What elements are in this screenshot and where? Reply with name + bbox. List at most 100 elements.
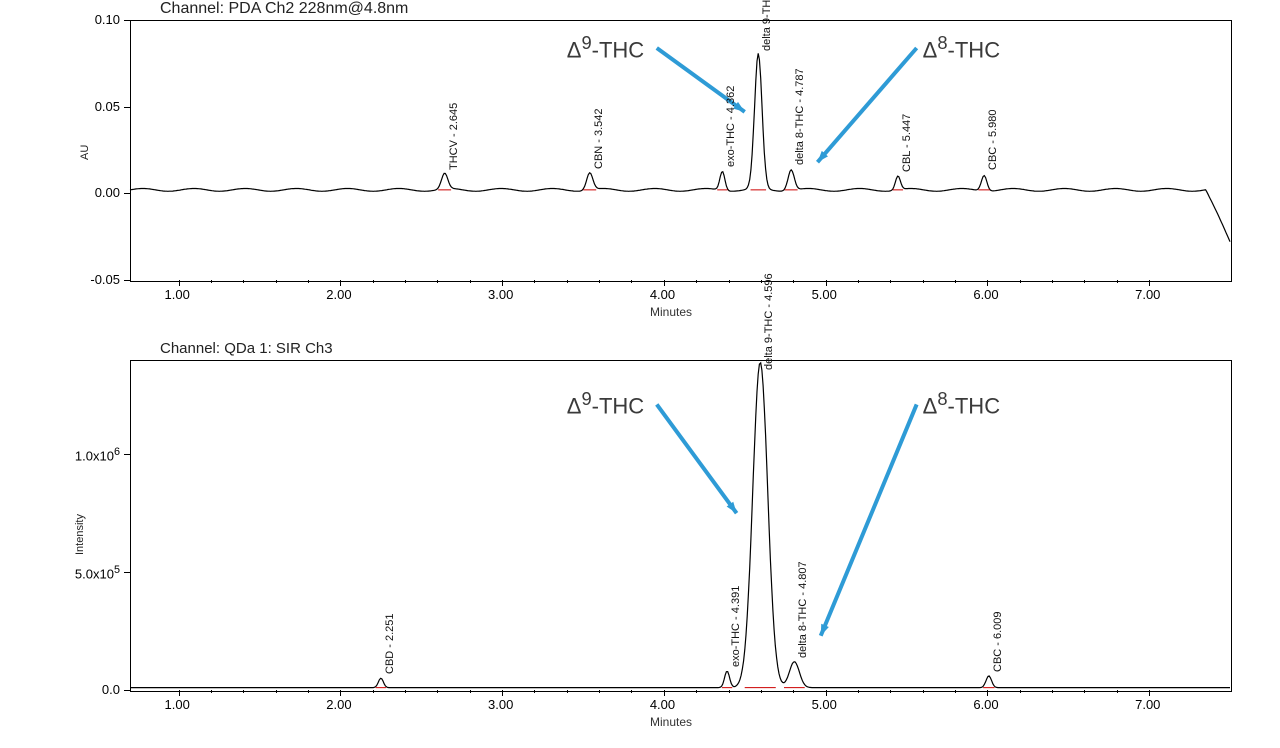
- x-tick-label: 1.00: [165, 287, 190, 302]
- y-tick-label: 0.0: [60, 682, 120, 697]
- x-minor-tick: [211, 280, 212, 283]
- x-minor-tick: [534, 690, 535, 693]
- peak-label: exo-THC - 4.391: [730, 586, 742, 667]
- x-minor-tick: [599, 280, 600, 283]
- x-minor-tick: [276, 280, 277, 283]
- x-minor-tick: [696, 280, 697, 283]
- x-minor-tick: [1084, 690, 1085, 693]
- thc-annotation: Δ9-THC: [567, 388, 644, 419]
- y-tick: [124, 107, 130, 108]
- peak-label: delta 9-THC - 4.584: [761, 0, 773, 51]
- x-tick-label: 3.00: [488, 287, 513, 302]
- x-tick: [502, 280, 503, 286]
- x-minor-tick: [761, 280, 762, 283]
- peak-label: THCV - 2.645: [448, 103, 460, 170]
- x-tick: [340, 690, 341, 696]
- y-tick: [124, 193, 130, 194]
- peak-label: CBN - 3.542: [593, 108, 605, 169]
- x-minor-tick: [955, 280, 956, 283]
- x-minor-tick: [308, 280, 309, 283]
- x-tick: [1149, 280, 1150, 286]
- x-tick-label: 6.00: [973, 287, 998, 302]
- x-tick: [502, 690, 503, 696]
- x-tick-label: 1.00: [165, 697, 190, 712]
- x-minor-tick: [858, 690, 859, 693]
- x-tick: [179, 690, 180, 696]
- peak-label: CBD - 2.251: [384, 614, 396, 675]
- y-tick-label: 1.0x106: [60, 446, 120, 463]
- x-minor-tick: [437, 280, 438, 283]
- y-tick-label: 0.00: [80, 185, 120, 200]
- x-minor-tick: [599, 690, 600, 693]
- thc-annotation: Δ9-THC: [567, 32, 644, 63]
- x-minor-tick: [890, 280, 891, 283]
- x-minor-tick: [1117, 690, 1118, 693]
- bottom-trace-svg: [0, 0, 1280, 748]
- x-tick-label: 4.00: [650, 287, 675, 302]
- thc-annotation: Δ8-THC: [923, 388, 1000, 419]
- x-minor-tick: [405, 690, 406, 693]
- x-tick: [826, 690, 827, 696]
- x-minor-tick: [405, 280, 406, 283]
- x-tick-label: 3.00: [488, 697, 513, 712]
- x-minor-tick: [729, 280, 730, 283]
- x-minor-tick: [308, 690, 309, 693]
- peak-label: exo-THC - 4.362: [725, 85, 737, 166]
- x-minor-tick: [1117, 280, 1118, 283]
- peak-label: CBC - 6.009: [992, 611, 1004, 672]
- x-minor-tick: [923, 280, 924, 283]
- x-minor-tick: [567, 690, 568, 693]
- bottom-x-axis-title: Minutes: [650, 715, 692, 729]
- x-minor-tick: [567, 280, 568, 283]
- y-tick: [124, 280, 130, 281]
- x-minor-tick: [793, 280, 794, 283]
- y-tick: [124, 20, 130, 21]
- x-minor-tick: [243, 280, 244, 283]
- x-minor-tick: [1084, 280, 1085, 283]
- y-tick-label: 5.0x105: [60, 564, 120, 581]
- x-minor-tick: [631, 690, 632, 693]
- x-tick: [340, 280, 341, 286]
- y-tick: [124, 454, 130, 455]
- x-minor-tick: [890, 690, 891, 693]
- peak-label: delta 8-THC - 4.807: [797, 561, 809, 658]
- x-tick-label: 2.00: [326, 287, 351, 302]
- x-minor-tick: [1020, 690, 1021, 693]
- x-tick: [987, 280, 988, 286]
- x-tick-label: 7.00: [1135, 697, 1160, 712]
- x-minor-tick: [534, 280, 535, 283]
- x-tick-label: 5.00: [812, 697, 837, 712]
- thc-annotation: Δ8-THC: [923, 32, 1000, 63]
- y-tick-label: 0.05: [80, 99, 120, 114]
- x-minor-tick: [793, 690, 794, 693]
- annotation-arrow: [821, 404, 917, 635]
- annotation-arrow: [657, 404, 737, 513]
- x-minor-tick: [373, 280, 374, 283]
- x-minor-tick: [923, 690, 924, 693]
- x-minor-tick: [761, 690, 762, 693]
- x-minor-tick: [729, 690, 730, 693]
- x-minor-tick: [437, 690, 438, 693]
- x-tick: [664, 280, 665, 286]
- x-minor-tick: [955, 690, 956, 693]
- x-minor-tick: [470, 690, 471, 693]
- y-tick-label: 0.10: [80, 12, 120, 27]
- peak-label: delta 8-THC - 4.787: [794, 68, 806, 165]
- peak-label: CBC - 5.980: [987, 110, 999, 171]
- x-minor-tick: [1020, 280, 1021, 283]
- x-tick: [664, 690, 665, 696]
- x-tick-label: 2.00: [326, 697, 351, 712]
- x-tick: [826, 280, 827, 286]
- x-tick: [987, 690, 988, 696]
- y-tick-label: -0.05: [80, 272, 120, 287]
- chromatogram-figure: { "figure": { "width_px": 1280, "height_…: [0, 0, 1280, 748]
- x-tick-label: 7.00: [1135, 287, 1160, 302]
- x-tick: [1149, 690, 1150, 696]
- x-minor-tick: [470, 280, 471, 283]
- x-minor-tick: [1052, 280, 1053, 283]
- annotation-arrowhead: [821, 624, 829, 636]
- x-minor-tick: [243, 690, 244, 693]
- x-minor-tick: [1052, 690, 1053, 693]
- x-minor-tick: [211, 690, 212, 693]
- x-tick-label: 5.00: [812, 287, 837, 302]
